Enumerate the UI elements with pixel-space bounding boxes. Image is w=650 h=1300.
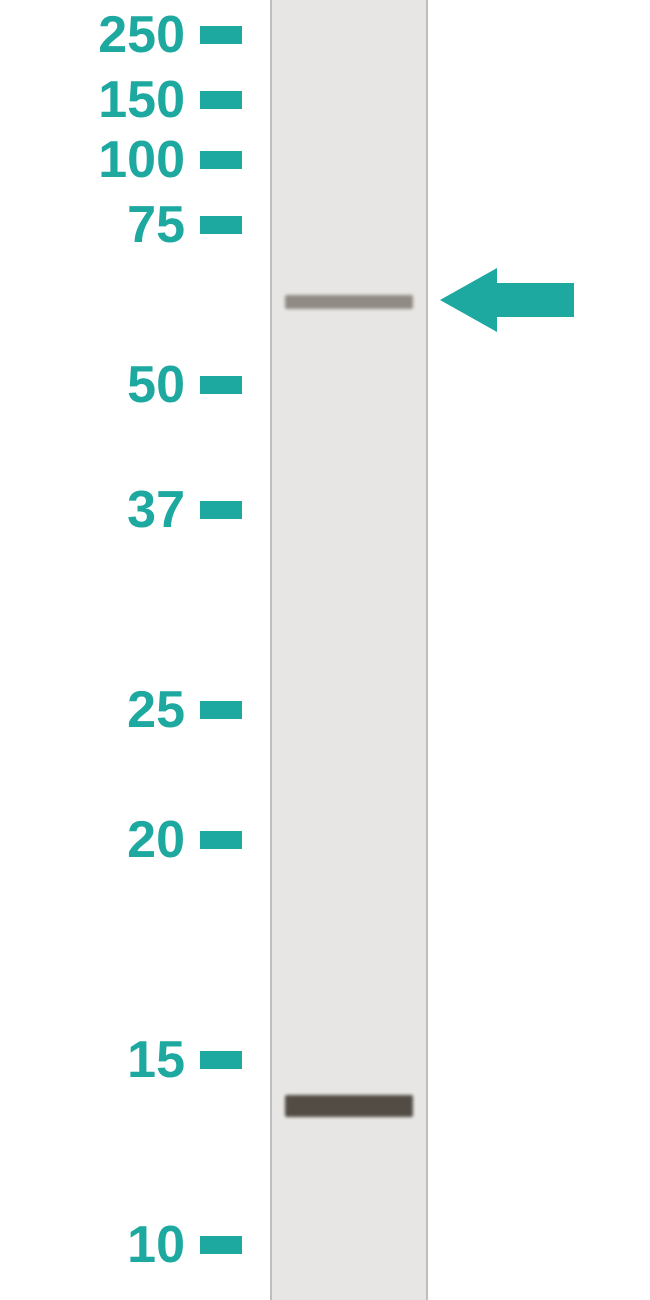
arrow-head-icon bbox=[440, 268, 497, 332]
marker-tick-100 bbox=[200, 151, 242, 169]
marker-label-150: 150 bbox=[98, 70, 185, 130]
marker-tick-15 bbox=[200, 1051, 242, 1069]
band-lower bbox=[285, 1095, 413, 1117]
marker-label-20: 20 bbox=[127, 810, 185, 870]
marker-tick-20 bbox=[200, 831, 242, 849]
marker-label-75: 75 bbox=[127, 195, 185, 255]
marker-label-50: 50 bbox=[127, 355, 185, 415]
marker-tick-150 bbox=[200, 91, 242, 109]
marker-label-15: 15 bbox=[127, 1030, 185, 1090]
marker-tick-50 bbox=[200, 376, 242, 394]
arrow-shaft bbox=[496, 283, 574, 317]
marker-tick-250 bbox=[200, 26, 242, 44]
marker-tick-25 bbox=[200, 701, 242, 719]
marker-label-100: 100 bbox=[98, 130, 185, 190]
western-blot-figure: 25015010075 50 37 25 20 15 10 bbox=[0, 0, 650, 1300]
marker-label-10: 10 bbox=[127, 1215, 185, 1275]
marker-label-250: 250 bbox=[98, 5, 185, 65]
marker-tick-75 bbox=[200, 216, 242, 234]
marker-label-25: 25 bbox=[127, 680, 185, 740]
marker-tick-10 bbox=[200, 1236, 242, 1254]
band-upper bbox=[285, 295, 413, 309]
marker-tick-37 bbox=[200, 501, 242, 519]
marker-label-37: 37 bbox=[127, 480, 185, 540]
